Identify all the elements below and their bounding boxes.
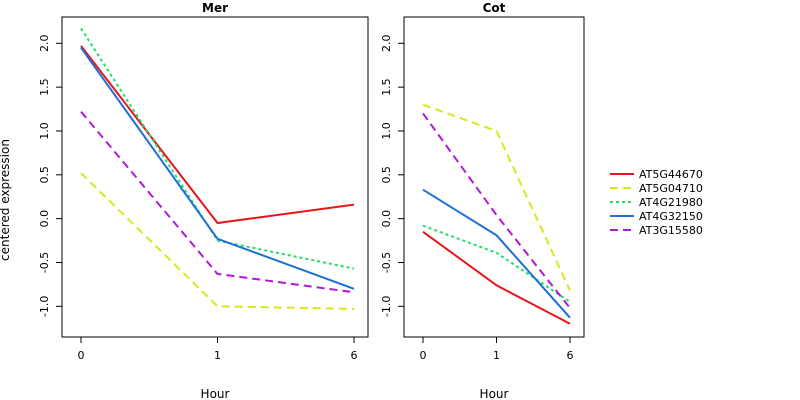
series-line-at4g32150: [80, 47, 355, 290]
series-line-at4g21980: [80, 27, 355, 270]
legend-item: AT3G15580: [610, 224, 703, 237]
y-tick-label: -1.0: [380, 296, 393, 317]
legend: AT5G44670AT5G04710AT4G21980AT4G32150AT3G…: [610, 168, 703, 237]
series-line-at3g15580: [80, 111, 355, 294]
y-tick-label: -1.0: [38, 296, 51, 317]
panels: Mer -1.0 -0.5 0.0 0.5 1.0 1.5 2.0 0 1 6 Hour Cot -1.0…: [38, 1, 585, 400]
plot-frame: [61, 16, 369, 338]
legend-item: AT5G04710: [610, 182, 703, 195]
y-axis-title: centered expression: [0, 139, 12, 261]
x-tick-label: 0: [78, 349, 85, 362]
legend-label: AT4G32150: [639, 210, 703, 223]
y-tick-label: 1.5: [380, 78, 393, 96]
y-tick-label: 0.0: [38, 210, 51, 228]
legend-item: AT5G44670: [610, 168, 703, 181]
y-tick-label: 0.5: [380, 166, 393, 184]
legend-label: AT5G04710: [639, 182, 703, 195]
panel-mer: Mer -1.0 -0.5 0.0 0.5 1.0 1.5 2.0 0 1 6 Hour: [38, 1, 369, 400]
y-tick-label: 1.0: [380, 122, 393, 140]
y-tick-label: 2.0: [380, 35, 393, 53]
x-tick-label: 0: [420, 349, 427, 362]
legend-label: AT3G15580: [639, 224, 703, 237]
y-tick-label: 1.0: [38, 122, 51, 140]
x-tick-label: 6: [351, 349, 358, 362]
series-line-at4g32150: [422, 188, 571, 319]
legend-label: AT5G44670: [639, 168, 703, 181]
x-tick-label: 6: [567, 349, 574, 362]
panel-cot: Cot -1.0 -0.5 0.0 0.5 1.0 1.5 2.0 0 1 6 Hour: [380, 1, 585, 400]
x-tick-label: 1: [214, 349, 221, 362]
y-tick-label: 0.5: [38, 166, 51, 184]
legend-label: AT4G21980: [639, 196, 703, 209]
x-axis-title: Hour: [201, 387, 230, 400]
series-line-at4g21980: [422, 224, 571, 303]
legend-item: AT4G32150: [610, 210, 703, 223]
y-tick-label: 2.0: [38, 35, 51, 53]
series-line-at5g44670: [422, 230, 571, 325]
panel-title: Mer: [202, 1, 228, 15]
y-tick-label: -0.5: [380, 252, 393, 273]
series-line-at5g44670: [80, 45, 355, 225]
series-line-at5g04710: [422, 103, 571, 291]
x-tick-label: 1: [493, 349, 500, 362]
y-tick-label: 1.5: [38, 78, 51, 96]
plot-frame: [403, 16, 585, 338]
y-tick-label: 0.0: [380, 210, 393, 228]
series-line-at3g15580: [422, 112, 571, 309]
y-tick-label: -0.5: [38, 252, 51, 273]
legend-item: AT4G21980: [610, 196, 703, 209]
x-axis-title: Hour: [480, 387, 509, 400]
panel-title: Cot: [483, 1, 506, 15]
